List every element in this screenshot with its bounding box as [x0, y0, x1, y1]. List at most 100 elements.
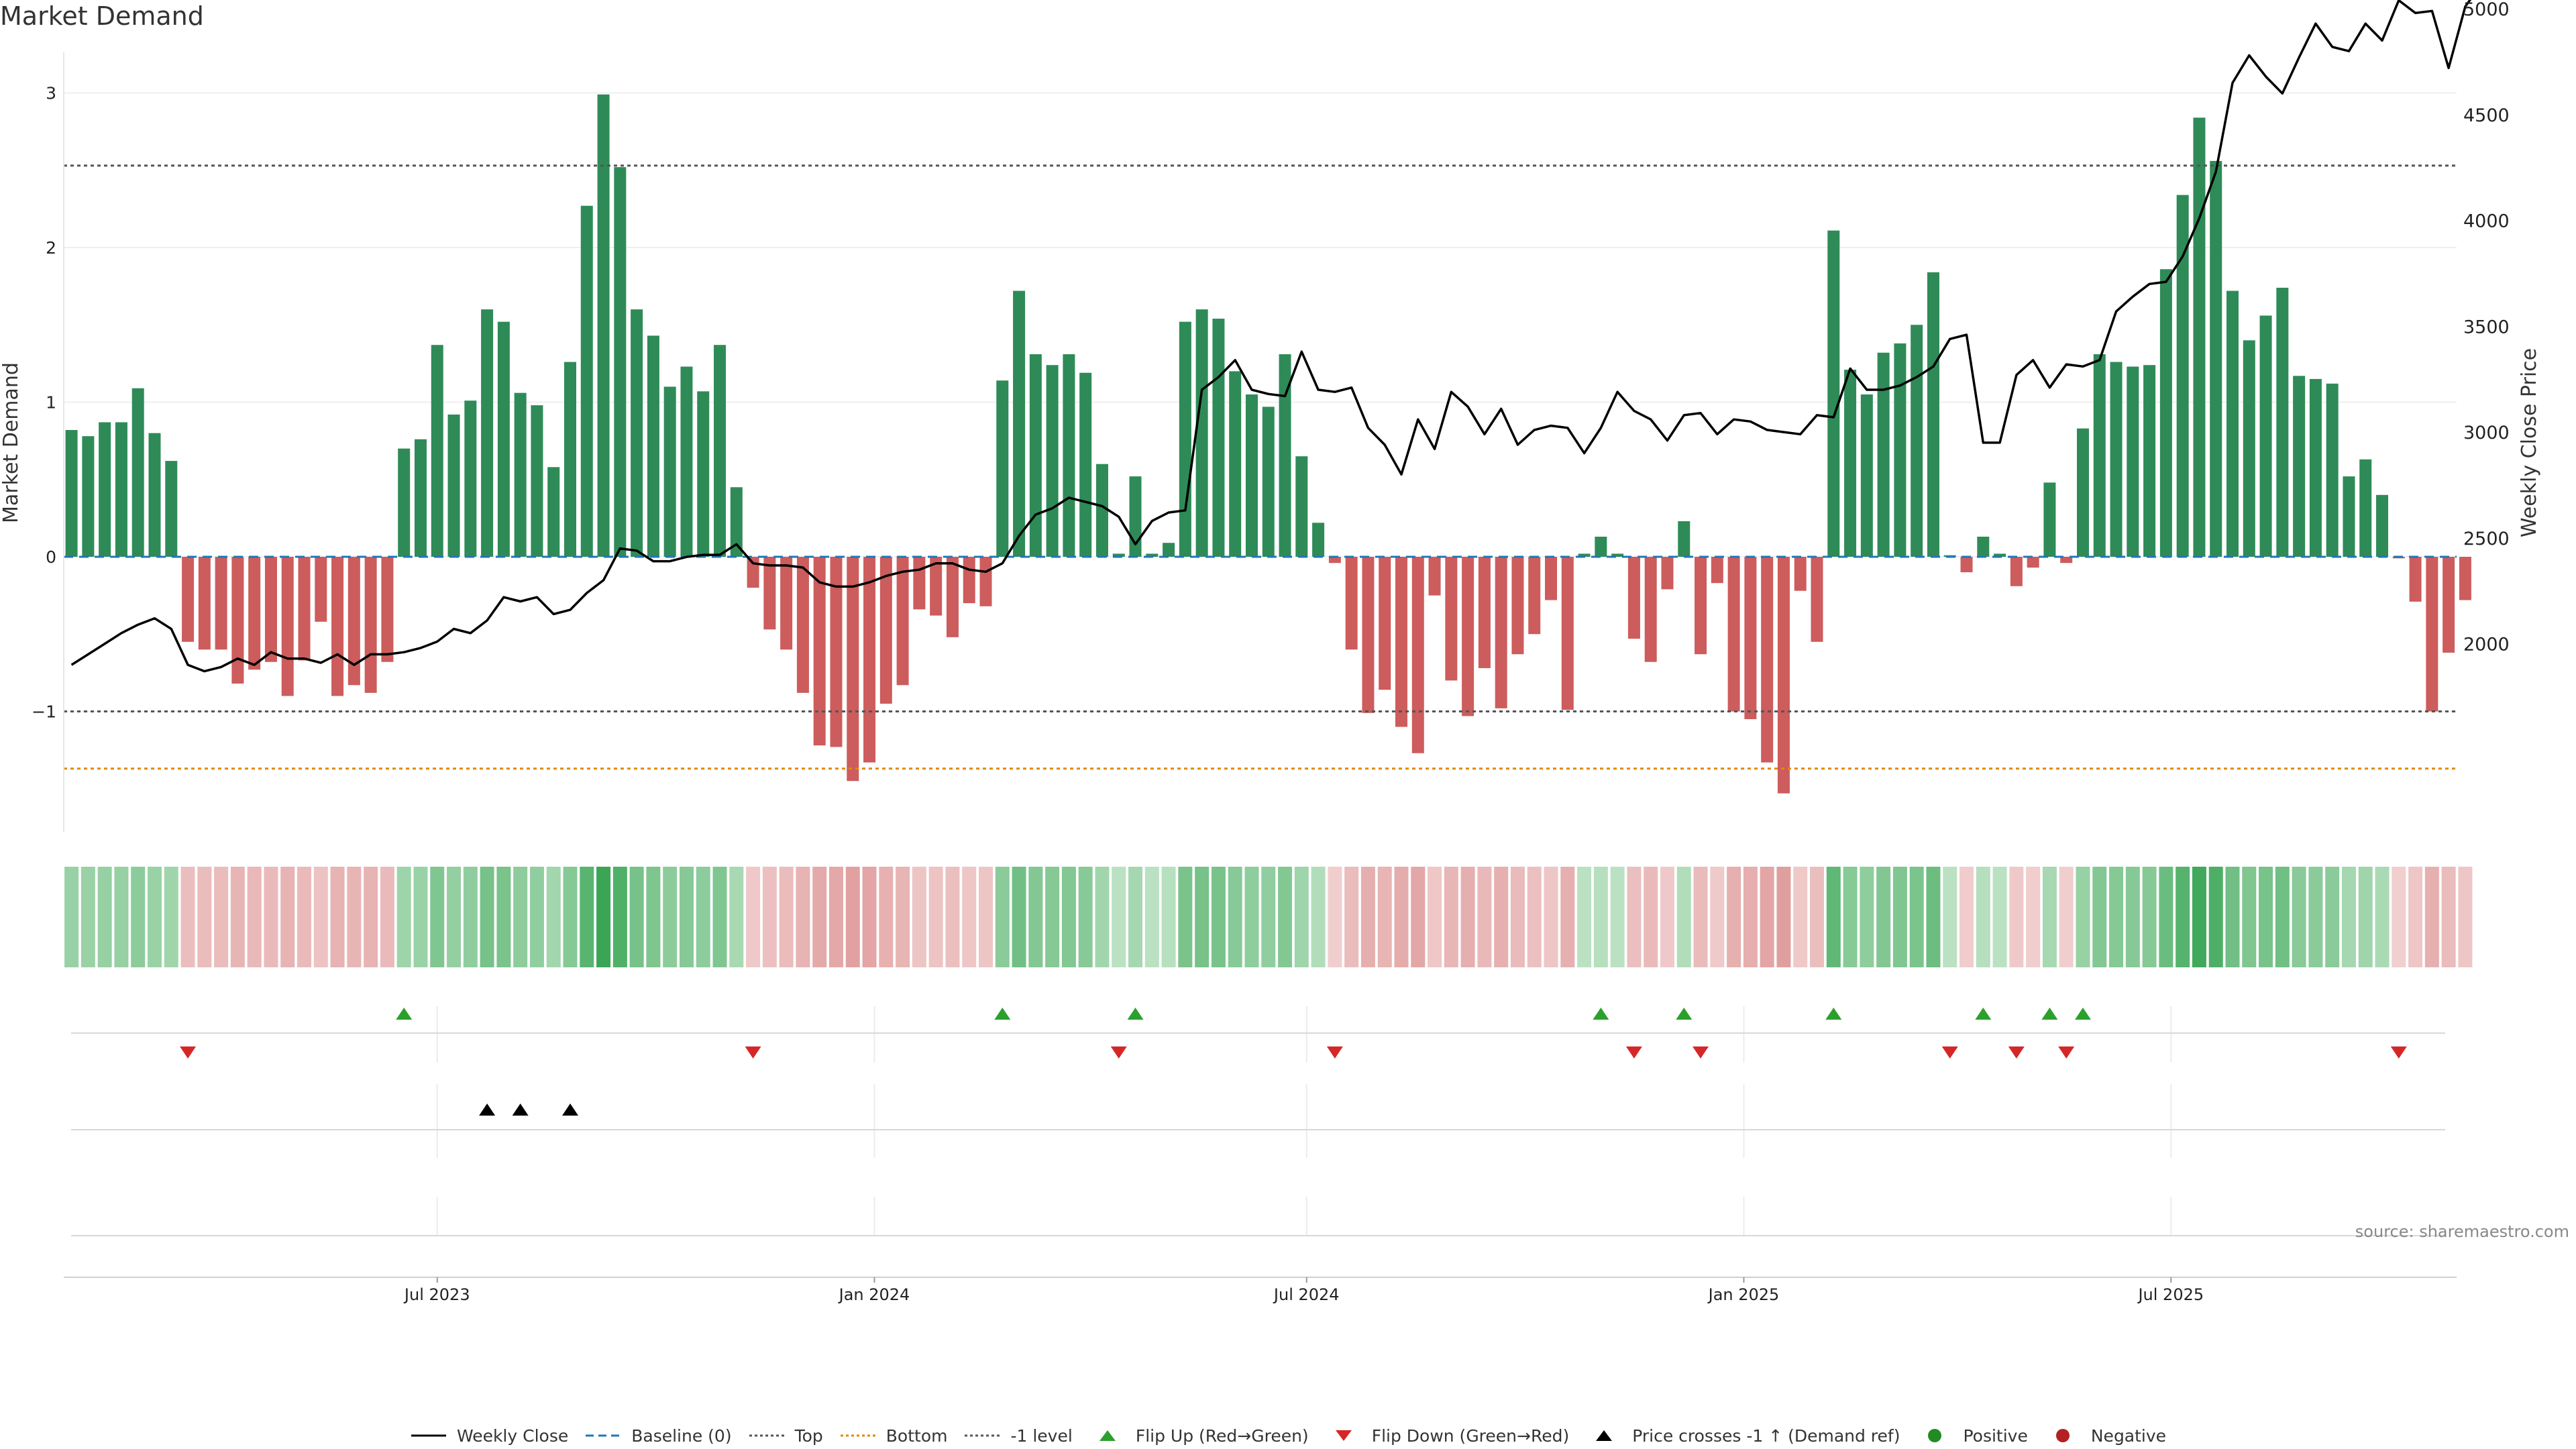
heat-cell	[546, 867, 561, 967]
heat-cell	[1943, 867, 1957, 967]
demand-bar	[1445, 557, 1458, 681]
demand-bar	[2243, 340, 2255, 557]
flip-up-marker	[2074, 1008, 2091, 1020]
heat-cell	[879, 867, 894, 967]
demand-bar	[364, 557, 377, 693]
flip-up-marker	[1975, 1008, 1992, 1020]
heat-cell	[1743, 867, 1758, 967]
legend-item: Positive	[1916, 1426, 2028, 1446]
demand-bar	[464, 400, 477, 557]
heat-cell	[1992, 867, 2007, 967]
demand-bar	[2093, 354, 2106, 557]
demand-bar	[1411, 557, 1424, 753]
demand-bar	[564, 362, 576, 557]
flip-down-marker	[745, 1046, 761, 1059]
demand-bar	[2226, 290, 2239, 557]
demand-bar	[2127, 366, 2139, 557]
flip-up-marker	[2041, 1008, 2058, 1020]
heat-cell	[380, 867, 394, 967]
heat-cell	[1178, 867, 1193, 967]
date-axis: Jul 2023 Jan 2024 Jul 2024 Jan 2025 Jul 2025	[64, 1277, 2457, 1304]
demand-bar	[963, 557, 975, 604]
demand-bar	[2060, 557, 2073, 564]
heat-cell	[2341, 867, 2356, 967]
heat-cell	[729, 867, 744, 967]
demand-bar	[497, 321, 510, 557]
source-note: source: sharemaestro.com	[2355, 1222, 2569, 1241]
demand-bar	[1428, 557, 1441, 596]
legend-item: Price crosses -1 ↑ (Demand ref)	[1585, 1426, 1900, 1446]
y2-tick-label: 3500	[2463, 317, 2510, 337]
heat-cell	[413, 867, 428, 967]
y2-tick-label: 5000	[2463, 0, 2510, 20]
flip-up-marker	[1127, 1008, 1144, 1020]
flip-up-marker	[1825, 1008, 1842, 1020]
heat-cell	[663, 867, 678, 967]
legend-label: Top	[794, 1426, 823, 1446]
heat-cell	[529, 867, 544, 967]
heat-cell	[2076, 867, 2090, 967]
demand-bar	[331, 557, 344, 696]
heat-cell	[364, 867, 378, 967]
demand-bar	[1163, 543, 1175, 557]
demand-bar	[730, 487, 743, 557]
heat-cell	[1061, 867, 1076, 967]
y2-tick-label: 2500	[2463, 529, 2510, 549]
flip-up-marker	[994, 1008, 1011, 1020]
demand-bar	[182, 557, 195, 642]
demand-bar	[2309, 378, 2322, 557]
heat-cell	[596, 867, 611, 967]
demand-bar	[281, 557, 294, 696]
legend-label: Positive	[1963, 1426, 2028, 1446]
heat-cell	[131, 867, 146, 967]
x-tick-label: Jul 2025	[2137, 1285, 2204, 1304]
demand-bar	[614, 167, 627, 557]
demand-bar	[597, 94, 610, 557]
heat-cell	[1211, 867, 1226, 967]
heat-cell	[430, 867, 445, 967]
heat-cell	[945, 867, 960, 967]
heat-cell	[1627, 867, 1642, 967]
flip-down-marker	[1693, 1046, 1709, 1059]
heat-cell	[712, 867, 727, 967]
heat-cell	[64, 867, 79, 967]
demand-bar	[813, 557, 826, 746]
x-tick-label: Jul 2024	[1273, 1285, 1340, 1304]
legend-swatch	[586, 1434, 621, 1437]
y2-axis-label: Weekly Close Price	[2518, 348, 2541, 537]
legend-item: Bottom	[839, 1426, 947, 1446]
heat-cell	[1793, 867, 1808, 967]
demand-bars	[65, 94, 2471, 794]
demand-bar	[2043, 482, 2056, 557]
demand-bar	[1095, 464, 1108, 557]
heat-cell	[1428, 867, 1442, 967]
heat-cell	[2458, 867, 2473, 967]
heat-cell	[1377, 867, 1392, 967]
heat-cell	[1228, 867, 1242, 967]
demand-bar	[1328, 557, 1341, 564]
heat-cell	[180, 867, 195, 967]
heat-cell	[1693, 867, 1708, 967]
legend-label: Negative	[2090, 1426, 2167, 1446]
heat-cell	[1644, 867, 1658, 967]
flip-up-marker	[1593, 1008, 1609, 1020]
heat-cell	[1909, 867, 1924, 967]
demand-bar	[1229, 371, 1242, 557]
heat-cell	[995, 867, 1010, 967]
x-tick-label: Jul 2023	[403, 1285, 470, 1304]
heat-cell	[862, 867, 877, 967]
demand-bar	[1478, 557, 1491, 668]
legend-swatch	[1335, 1430, 1352, 1441]
heat-cell	[1560, 867, 1575, 967]
heat-cell	[646, 867, 661, 967]
legend-label: Flip Up (Red→Green)	[1135, 1426, 1309, 1446]
heat-cell	[247, 867, 262, 967]
heat-cell	[828, 867, 843, 967]
demand-heat-strip	[64, 867, 2473, 967]
demand-bar	[2326, 383, 2339, 557]
demand-bar	[1960, 557, 1973, 573]
heat-cell	[330, 867, 345, 967]
heat-cell	[347, 867, 362, 967]
heat-cell	[2092, 867, 2107, 967]
demand-bar	[531, 405, 543, 557]
